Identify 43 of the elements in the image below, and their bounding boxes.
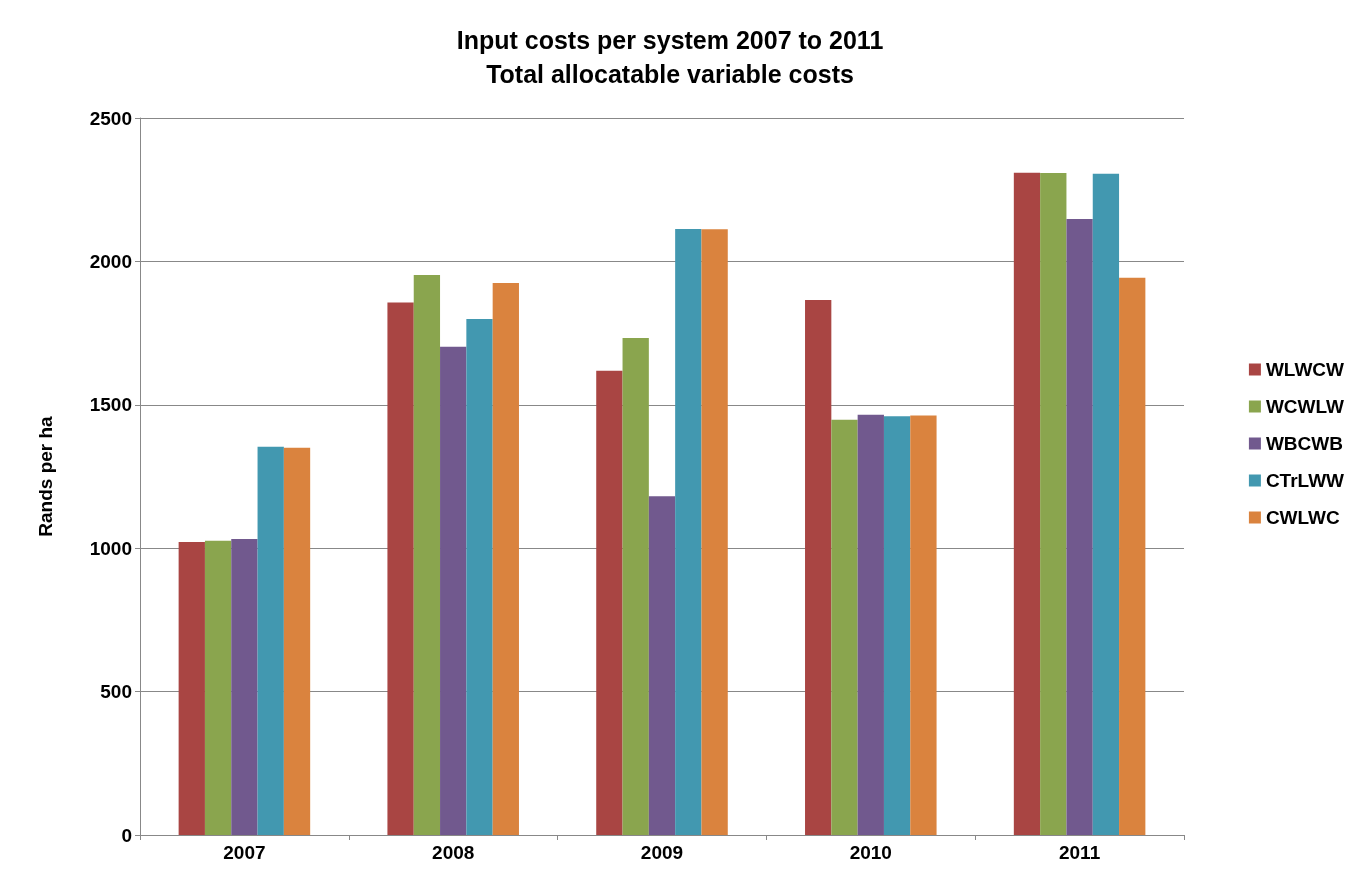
bar: [283, 447, 311, 835]
y-tick-label: 1000: [89, 537, 132, 559]
bar: [805, 300, 832, 835]
bar: [622, 337, 649, 835]
y-tick-label: 500: [100, 681, 132, 703]
bar: [1119, 277, 1146, 835]
legend-label: CWLWC: [1265, 507, 1341, 528]
bar: [701, 229, 728, 835]
bar: [204, 540, 232, 835]
bar: [1066, 218, 1093, 835]
bar: [910, 415, 937, 835]
bar: [596, 370, 623, 835]
y-tick-label: 2000: [89, 250, 132, 272]
legend-label: CTrLWW: [1265, 470, 1345, 491]
chart-title: Input costs per system 2007 to 2011 Total allocatable variable costs: [456, 26, 884, 88]
bar: [257, 446, 284, 835]
bar: [675, 228, 702, 835]
x-tick-label: 2008: [432, 842, 475, 863]
bar: [857, 414, 884, 835]
legend-label: WBCWB: [1265, 433, 1343, 454]
bar: [1013, 172, 1041, 835]
bar: [440, 346, 467, 835]
bar: [1092, 173, 1120, 835]
legend-label: WLWCW: [1265, 359, 1345, 380]
bar: [831, 419, 858, 835]
x-tick-label: 2009: [640, 842, 684, 863]
x-tick-label: 2010: [849, 842, 892, 863]
bar: [231, 539, 258, 835]
y-axis-title: Rands per ha: [35, 415, 56, 537]
x-tick-label: 2011: [1058, 842, 1101, 863]
bar: [413, 274, 441, 835]
bar: [1040, 173, 1067, 835]
legend-label: WCWLW: [1265, 396, 1345, 417]
bar: [492, 282, 519, 835]
bar: [883, 416, 911, 835]
bar: [387, 302, 414, 835]
x-tick-label: 2007: [223, 842, 266, 863]
bar: [466, 319, 493, 835]
y-tick-label: 0: [121, 824, 132, 846]
bar: [648, 496, 676, 835]
y-tick-label: 1500: [89, 394, 132, 416]
y-tick-label: 2500: [89, 107, 132, 129]
bar: [178, 541, 205, 835]
